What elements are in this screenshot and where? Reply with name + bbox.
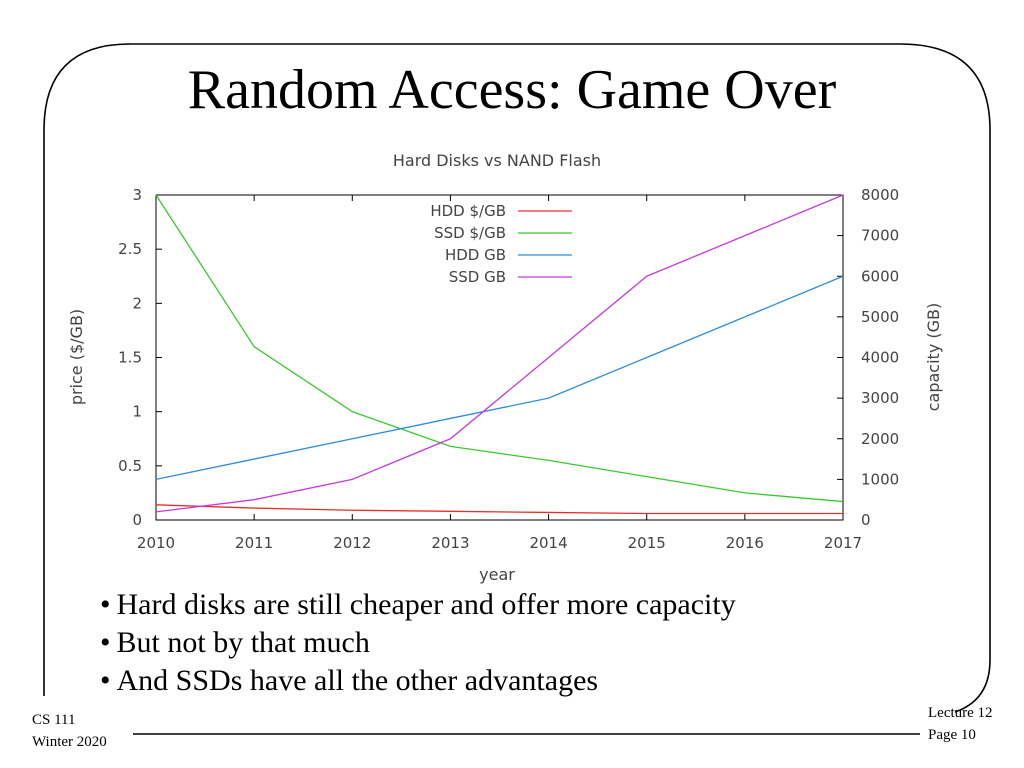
series-line-hdd-gb <box>155 504 843 515</box>
y-tick-label: 3 <box>132 186 142 204</box>
y-tick-label: 2.5 <box>118 240 142 258</box>
plot-frame <box>155 194 844 521</box>
y2-tick-label: 1000 <box>861 470 899 488</box>
series-group <box>155 194 844 515</box>
series-line-ssd-gb <box>155 194 844 513</box>
x-tick-label: 2015 <box>628 534 666 552</box>
y-tick-label: 2 <box>132 294 142 312</box>
footer-right: Lecture 12 Page 10 <box>928 702 993 746</box>
x-tick-label: 2013 <box>431 534 469 552</box>
y2-tick-label: 8000 <box>861 186 899 204</box>
slide-title: Random Access: Game Over <box>187 59 837 121</box>
y2-tick-label: 4000 <box>861 349 899 367</box>
bullet-item: But not by that much <box>100 624 736 662</box>
y-axis: 0 0.5 1 1.5 2 2.5 3 <box>118 186 162 529</box>
legend-label: HDD $/GB <box>430 202 506 220</box>
bullet-list: Hard disks are still cheaper and offer m… <box>100 586 736 700</box>
y-tick-label: 1.5 <box>118 349 142 367</box>
y2-tick-label: 6000 <box>861 267 899 285</box>
chart-title: Hard Disks vs NAND Flash <box>393 151 601 170</box>
y-tick-label: 1 <box>132 403 142 421</box>
y-axis-label: price ($/GB) <box>67 309 86 405</box>
series-line-hdd-gb <box>155 275 844 481</box>
y2-tick-label: 3000 <box>861 389 899 407</box>
bullet-item: And SSDs have all the other advantages <box>100 662 736 700</box>
series-line-ssd-gb <box>155 194 844 503</box>
x-axis-label: year <box>479 565 515 584</box>
term-label: Winter 2020 <box>32 734 107 750</box>
y-tick-label: 0 <box>132 511 142 529</box>
y2-tick-label: 7000 <box>861 227 899 245</box>
y2-axis-label: capacity (GB) <box>924 303 943 412</box>
page-number: Page 10 <box>928 727 976 743</box>
legend: HDD $/GB SSD $/GB HDD GB SSD GB <box>430 202 572 286</box>
y2-tick-label: 5000 <box>861 308 899 326</box>
bullet-item: Hard disks are still cheaper and offer m… <box>100 586 736 624</box>
legend-label: SSD GB <box>449 268 506 286</box>
course-label: CS 111 <box>32 712 76 728</box>
footer-left: CS 111 Winter 2020 <box>32 709 107 753</box>
x-axis: 2010 2011 2012 2013 2014 2015 2016 2017 <box>137 195 862 552</box>
lecture-label: Lecture 12 <box>928 705 993 721</box>
x-tick-label: 2014 <box>529 534 567 552</box>
x-tick-label: 2010 <box>137 534 175 552</box>
x-tick-label: 2016 <box>726 534 764 552</box>
y2-tick-label: 2000 <box>861 430 899 448</box>
x-tick-label: 2012 <box>333 534 371 552</box>
y2-tick-label: 0 <box>861 511 871 529</box>
y-tick-label: 0.5 <box>118 457 142 475</box>
legend-label: SSD $/GB <box>434 224 506 242</box>
y2-axis: 0 1000 2000 3000 4000 5000 6000 7000 8000 <box>837 186 899 529</box>
legend-label: HDD GB <box>445 246 506 264</box>
x-tick-label: 2011 <box>235 534 273 552</box>
x-tick-label: 2017 <box>824 534 862 552</box>
